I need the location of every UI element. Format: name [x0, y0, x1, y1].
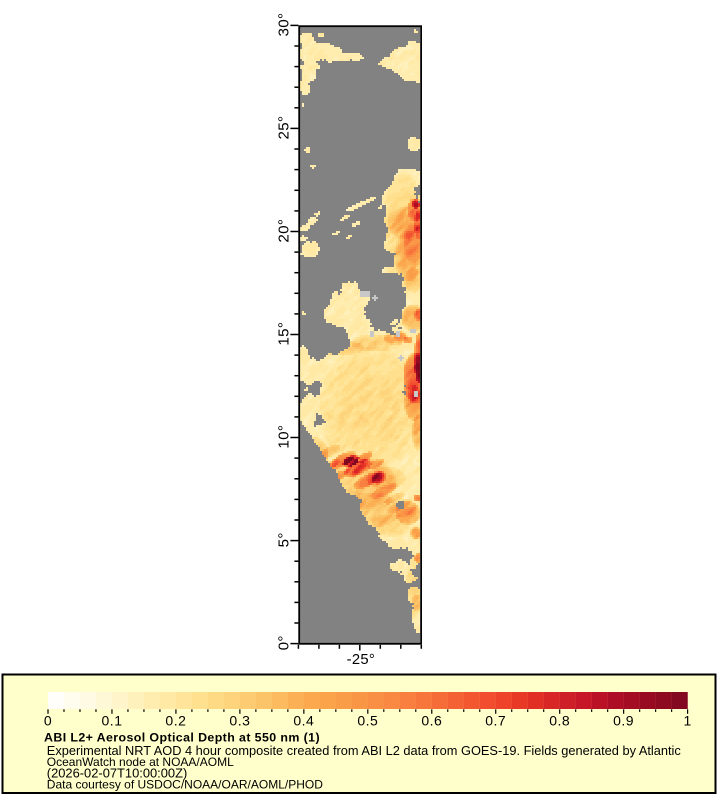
- svg-text:0.6: 0.6: [421, 712, 442, 728]
- svg-text:0: 0: [44, 712, 52, 728]
- svg-text:30°: 30°: [275, 13, 292, 37]
- svg-text:-25°: -25°: [347, 652, 376, 668]
- svg-text:10°: 10°: [275, 425, 292, 449]
- svg-text:0.3: 0.3: [229, 712, 250, 728]
- svg-text:0.7: 0.7: [485, 712, 506, 728]
- svg-text:Data courtesy of USDOC/NOAA/OA: Data courtesy of USDOC/NOAA/OAR/AOML/PHO…: [47, 778, 323, 792]
- svg-text:0.4: 0.4: [293, 712, 314, 728]
- svg-text:0°: 0°: [275, 635, 292, 650]
- svg-text:1: 1: [683, 712, 691, 728]
- svg-text:5°: 5°: [275, 532, 292, 547]
- svg-text:0.5: 0.5: [357, 712, 378, 728]
- svg-text:OceanWatch node at NOAA/AOML: OceanWatch node at NOAA/AOML: [47, 755, 234, 769]
- svg-text:20°: 20°: [275, 219, 292, 243]
- svg-text:(2026-02-07T10:00:00Z): (2026-02-07T10:00:00Z): [47, 765, 187, 780]
- svg-text:0.2: 0.2: [165, 712, 186, 728]
- svg-text:0.8: 0.8: [549, 712, 570, 728]
- svg-text:15°: 15°: [275, 322, 292, 346]
- svg-text:ABI L2+ Aerosol Optical Depth: ABI L2+ Aerosol Optical Depth at 550 nm …: [44, 731, 320, 745]
- svg-text:0.1: 0.1: [102, 712, 123, 728]
- svg-text:25°: 25°: [275, 116, 292, 140]
- svg-text:Experimental NRT AOD 4 hour co: Experimental NRT AOD 4 hour composite cr…: [47, 743, 682, 758]
- svg-text:0.9: 0.9: [613, 712, 634, 728]
